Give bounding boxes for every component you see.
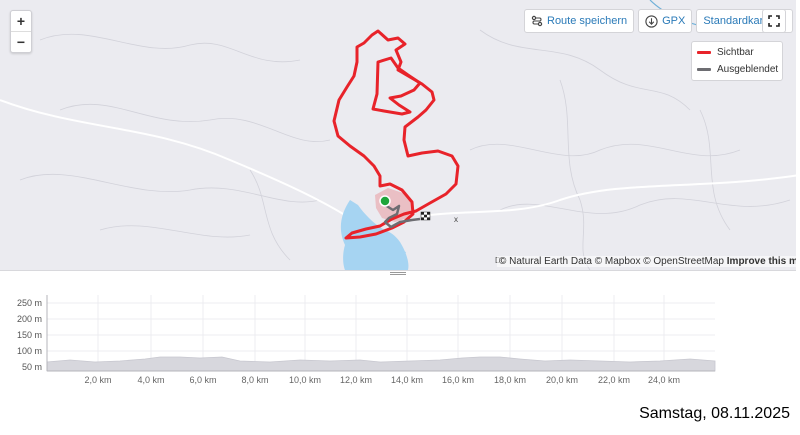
lake-south: [345, 235, 406, 268]
fullscreen-icon: [768, 15, 780, 27]
legend-item-visible[interactable]: Sichtbar: [692, 44, 782, 61]
contour-line: [479, 29, 691, 111]
x-tick-label: 16,0 km: [442, 375, 474, 385]
x-tick-label: 8,0 km: [241, 375, 268, 385]
contour-line: [699, 109, 731, 231]
x-tick-label: 20,0 km: [546, 375, 578, 385]
map-attribution: © Natural Earth Data © Mapbox © OpenStre…: [497, 256, 800, 267]
contour-line: [19, 173, 321, 203]
gpx-download-button[interactable]: GPX: [638, 9, 693, 33]
zoom-controls: + −: [10, 10, 32, 53]
x-tick-label: 14,0 km: [391, 375, 423, 385]
footer-date: Samstag, 08.11.2025: [639, 405, 790, 422]
page-edge: [796, 0, 800, 400]
elevation-chart[interactable]: 250 m 200 m 150 m 100 m 50 m 2,0 km 4,0 …: [0, 280, 800, 400]
map-canvas[interactable]: x: [0, 0, 800, 270]
gpx-label: GPX: [662, 15, 686, 27]
x-tick-label: 18,0 km: [494, 375, 526, 385]
end-marker-label: x: [454, 215, 458, 224]
elevation-profile[interactable]: 250 m 200 m 150 m 100 m 50 m 2,0 km 4,0 …: [0, 280, 800, 400]
x-tick-label: 24,0 km: [648, 375, 680, 385]
contour-line: [39, 33, 301, 63]
route-visible-loop: [371, 56, 422, 116]
elevation-area: [46, 356, 716, 372]
x-tick-label: 22,0 km: [598, 375, 630, 385]
route-save-label: Route speichern: [547, 15, 628, 27]
finish-flag-icon[interactable]: [420, 211, 431, 221]
zoom-out-button[interactable]: −: [11, 31, 31, 52]
map-toolbar: Route speichern GPX Standardkarte: [524, 9, 794, 33]
contour-line: [59, 103, 331, 142]
route-map[interactable]: x Du + − Route speichern GPX Standardkar…: [0, 0, 800, 271]
contour-line: [559, 79, 591, 270]
resize-handle[interactable]: [390, 270, 406, 276]
contour-line: [99, 225, 251, 238]
route-legend: Sichtbar Ausgeblendet: [691, 41, 783, 81]
legend-label-hidden: Ausgeblendet: [717, 64, 779, 75]
map-style-label: Standardkarte: [703, 15, 773, 27]
legend-swatch-visible: [697, 51, 711, 54]
y-tick-label: 200 m: [17, 314, 42, 324]
contour-line: [499, 198, 791, 214]
zoom-in-button[interactable]: +: [16, 13, 26, 29]
road: [429, 174, 800, 216]
contour-line: [469, 143, 741, 157]
y-tick-label: 150 m: [17, 330, 42, 340]
download-icon: [645, 14, 658, 28]
route-icon: [531, 15, 543, 27]
y-tick-label: 100 m: [17, 346, 42, 356]
legend-swatch-hidden: [697, 68, 711, 71]
x-tick-label: 2,0 km: [84, 375, 111, 385]
route-save-button[interactable]: Route speichern: [524, 9, 635, 33]
road: [0, 99, 346, 216]
start-marker[interactable]: [379, 195, 391, 207]
route-hidden-path: [383, 203, 421, 229]
improve-map-link[interactable]: Improve this map: [726, 256, 800, 267]
fullscreen-button[interactable]: [762, 9, 786, 33]
legend-label-visible: Sichtbar: [717, 47, 754, 58]
contour-line: [249, 169, 291, 261]
x-tick-label: 10,0 km: [289, 375, 321, 385]
y-tick-label: 50 m: [22, 362, 42, 372]
legend-item-hidden[interactable]: Ausgeblendet: [692, 61, 782, 78]
x-tick-label: 4,0 km: [137, 375, 164, 385]
x-tick-label: 12,0 km: [340, 375, 372, 385]
x-tick-label: 6,0 km: [189, 375, 216, 385]
attribution-text: © Natural Earth Data © Mapbox © OpenStre…: [499, 256, 724, 267]
y-tick-label: 250 m: [17, 298, 42, 308]
